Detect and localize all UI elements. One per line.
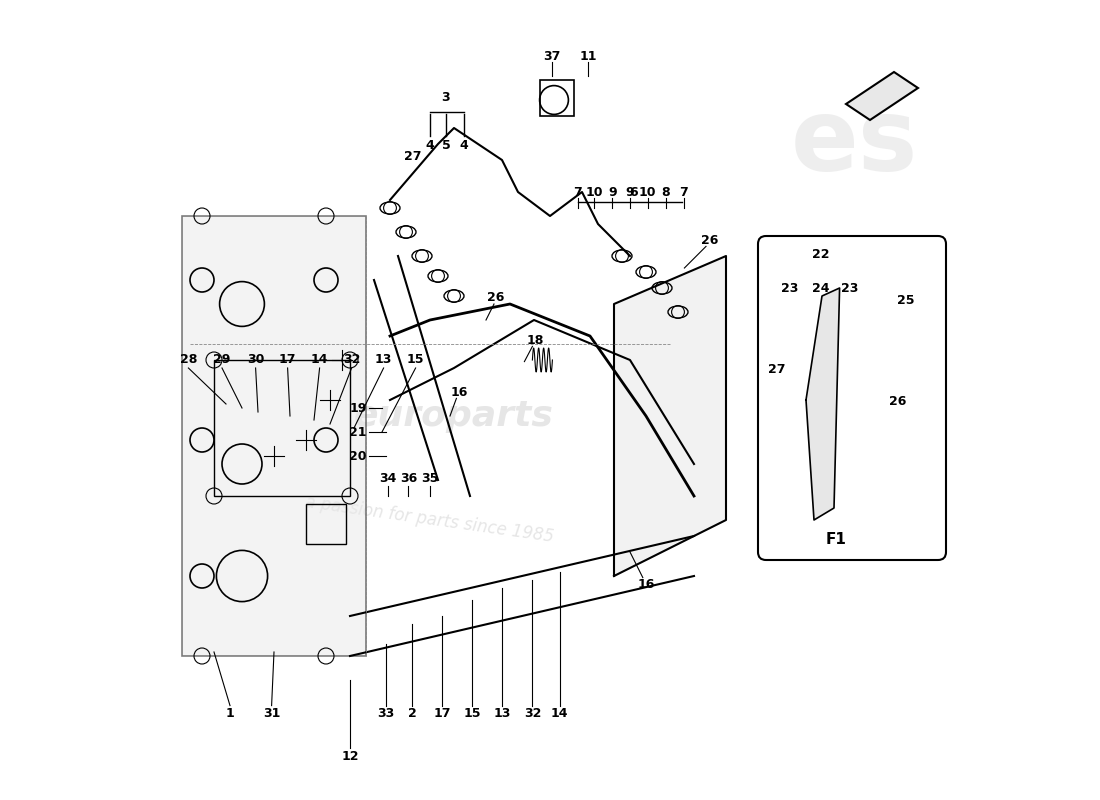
Text: 10: 10	[639, 186, 657, 198]
Text: 23: 23	[781, 282, 799, 294]
Text: 6: 6	[629, 186, 638, 198]
Text: 29: 29	[213, 354, 231, 366]
Text: europarts: europarts	[354, 399, 554, 433]
Text: 4: 4	[459, 139, 468, 152]
Text: 9: 9	[626, 186, 635, 198]
Text: 20: 20	[350, 450, 366, 462]
Polygon shape	[846, 72, 918, 120]
Text: 17: 17	[279, 354, 296, 366]
Text: 24: 24	[812, 282, 829, 294]
Text: 14: 14	[551, 707, 569, 720]
Text: 26: 26	[889, 395, 906, 408]
Text: 5: 5	[441, 139, 450, 152]
Text: 33: 33	[377, 707, 395, 720]
Text: a passion for parts since 1985: a passion for parts since 1985	[305, 494, 556, 546]
Text: 15: 15	[407, 354, 425, 366]
Text: 27: 27	[404, 150, 421, 162]
Text: 25: 25	[898, 294, 915, 306]
Text: 31: 31	[263, 707, 280, 720]
Text: 7: 7	[573, 186, 582, 198]
Text: 23: 23	[842, 282, 859, 294]
Text: F1: F1	[826, 533, 847, 547]
Text: 32: 32	[524, 707, 541, 720]
Text: 10: 10	[585, 186, 603, 198]
Text: 37: 37	[543, 50, 560, 62]
Text: 16: 16	[451, 386, 469, 398]
Text: 36: 36	[399, 472, 417, 485]
Text: 19: 19	[350, 402, 366, 414]
Text: 11: 11	[580, 50, 597, 62]
Text: 27: 27	[768, 363, 785, 376]
Text: 35: 35	[421, 472, 439, 485]
Text: 1: 1	[226, 707, 234, 720]
Text: 16: 16	[637, 578, 654, 590]
Text: 2: 2	[408, 707, 417, 720]
Text: 8: 8	[662, 186, 670, 198]
Text: 13: 13	[375, 354, 393, 366]
Polygon shape	[806, 288, 839, 520]
FancyBboxPatch shape	[758, 236, 946, 560]
Text: es: es	[790, 95, 917, 193]
Text: 26: 26	[702, 234, 718, 246]
Text: 18: 18	[527, 334, 544, 346]
Text: 12: 12	[341, 750, 359, 762]
Text: 15: 15	[464, 707, 481, 720]
Text: 13: 13	[493, 707, 510, 720]
Text: 9: 9	[608, 186, 617, 198]
Text: 4: 4	[426, 139, 434, 152]
Text: 26: 26	[487, 291, 504, 304]
Polygon shape	[614, 256, 726, 576]
Text: 30: 30	[246, 354, 264, 366]
Text: 17: 17	[433, 707, 451, 720]
Text: 32: 32	[343, 354, 361, 366]
Text: 14: 14	[311, 354, 329, 366]
Text: 34: 34	[378, 472, 396, 485]
Text: 3: 3	[442, 91, 450, 104]
Text: 21: 21	[350, 426, 366, 438]
Text: 22: 22	[812, 248, 829, 261]
Polygon shape	[182, 216, 366, 656]
Text: 28: 28	[179, 354, 197, 366]
Text: 7: 7	[679, 186, 688, 198]
